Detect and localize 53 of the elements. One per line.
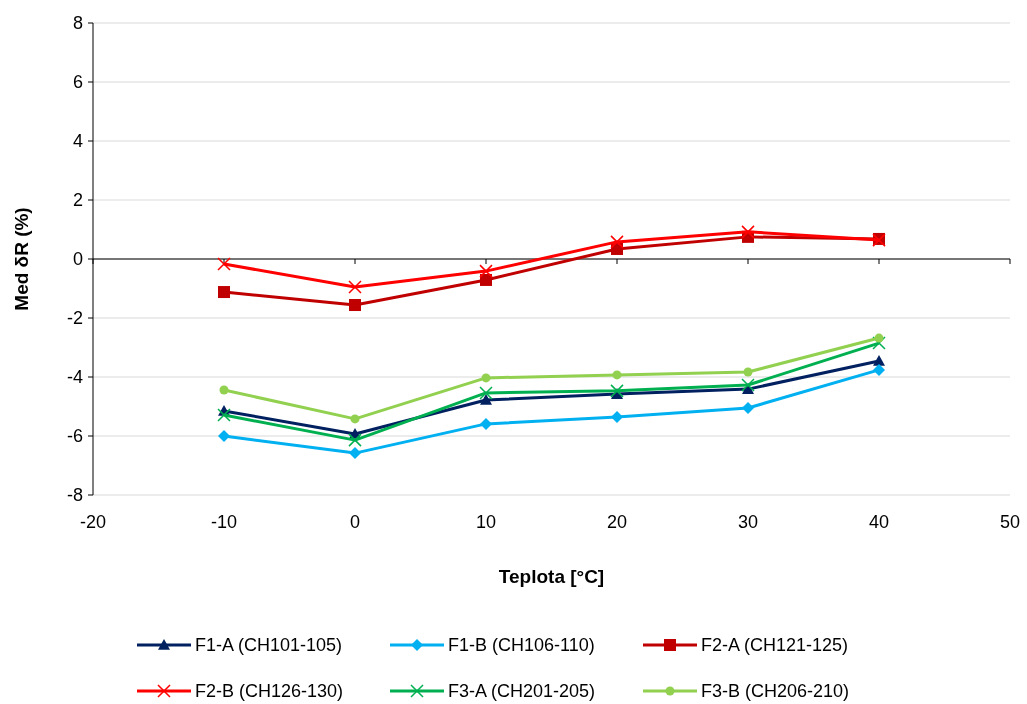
point [480, 273, 492, 286]
point [218, 286, 230, 299]
point [217, 408, 231, 422]
point [610, 235, 624, 249]
point [741, 378, 755, 392]
point [480, 394, 492, 405]
point [743, 367, 753, 377]
y-tick-label: 0 [72, 249, 83, 270]
x-tick-label: 0 [349, 512, 361, 532]
y-tick-label: 2 [72, 190, 83, 211]
point [741, 225, 755, 239]
x-tick-label: 10 [475, 512, 497, 532]
point [218, 430, 230, 442]
x-tick-label: -20 [79, 512, 107, 532]
legend-label: F3-A (CH201-205) [448, 681, 596, 702]
point [348, 280, 362, 294]
point [217, 257, 231, 271]
y-tick-label: -2 [66, 308, 83, 329]
point [610, 384, 624, 398]
x-tick-label: 30 [737, 512, 759, 532]
point [480, 417, 492, 430]
y-tick-label: 4 [72, 131, 83, 152]
point [219, 385, 229, 395]
y-tick-label: 8 [72, 13, 83, 34]
x-tick-label: 40 [868, 512, 890, 532]
legend-label: F1-B (CH106-110) [448, 635, 595, 656]
legend-label: F2-B (CH126-130) [195, 681, 344, 702]
point [611, 411, 623, 424]
legend-label: F2-A (CH121-125) [701, 635, 849, 656]
point [874, 333, 884, 343]
y-tick-label: -8 [66, 485, 83, 506]
point [348, 433, 362, 447]
point [873, 363, 885, 376]
point [742, 401, 754, 414]
legend-label: F1-A (CH101-105) [195, 635, 343, 656]
x-axis-title: Teplota [°C] [498, 566, 605, 587]
x-tick-label: -10 [210, 512, 238, 532]
point [873, 355, 885, 366]
point [349, 299, 361, 312]
point [350, 414, 360, 424]
point [349, 447, 361, 460]
y-axis-title: Med δR (%) [11, 207, 32, 311]
point [479, 386, 493, 400]
legend-label: F3-B (CH206-210) [701, 681, 850, 702]
y-tick-label: 6 [72, 72, 83, 93]
x-tick-label: 20 [606, 512, 628, 532]
y-tick-label: -4 [66, 367, 83, 388]
y-tick-label: -6 [66, 426, 83, 447]
point [479, 264, 493, 278]
point [481, 373, 491, 383]
point [612, 370, 622, 380]
x-tick-label: 50 [999, 512, 1021, 532]
point [872, 336, 886, 350]
